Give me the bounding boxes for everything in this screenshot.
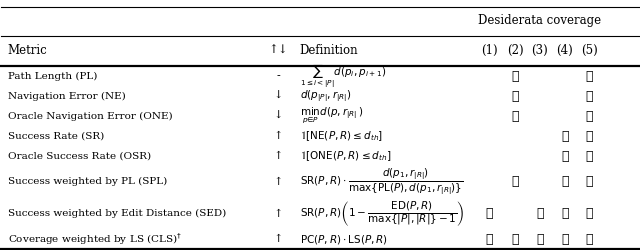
- Text: ✓: ✓: [586, 70, 593, 82]
- Text: ✓: ✓: [561, 207, 568, 220]
- Text: (2): (2): [507, 44, 524, 57]
- Text: (4): (4): [556, 44, 573, 57]
- Text: -: -: [276, 71, 280, 81]
- Text: Coverage weighted by LS (CLS)$^{\dagger}$: Coverage weighted by LS (CLS)$^{\dagger}…: [8, 232, 182, 248]
- Text: ✓: ✓: [561, 150, 568, 162]
- Text: Desiderata coverage: Desiderata coverage: [478, 14, 601, 28]
- Text: ✓: ✓: [536, 233, 543, 246]
- Text: Oracle Navigation Error (ONE): Oracle Navigation Error (ONE): [8, 112, 172, 120]
- Text: ✓: ✓: [561, 176, 568, 188]
- Text: ✓: ✓: [511, 176, 519, 188]
- Text: ✓: ✓: [486, 233, 493, 246]
- Text: ✓: ✓: [536, 207, 543, 220]
- Text: ✓: ✓: [586, 176, 593, 188]
- Text: ↑: ↑: [274, 208, 284, 218]
- Text: ✓: ✓: [586, 90, 593, 102]
- Text: ✓: ✓: [511, 90, 519, 102]
- Text: ↑: ↑: [274, 131, 284, 141]
- Text: $d(p_{|P|}, r_{|R|})$: $d(p_{|P|}, r_{|R|})$: [300, 88, 351, 104]
- Text: ✓: ✓: [586, 233, 593, 246]
- Text: Definition: Definition: [300, 44, 358, 57]
- Text: ↑: ↑: [274, 234, 284, 244]
- Text: (3): (3): [531, 44, 548, 57]
- Text: Path Length (PL): Path Length (PL): [8, 72, 97, 80]
- Text: ✓: ✓: [511, 233, 519, 246]
- Text: ✓: ✓: [511, 70, 519, 82]
- Text: Success weighted by Edit Distance (SED): Success weighted by Edit Distance (SED): [8, 209, 226, 218]
- Text: ✓: ✓: [511, 110, 519, 122]
- Text: $\min_{p \in P} d(p, r_{|R|})$: $\min_{p \in P} d(p, r_{|R|})$: [300, 106, 363, 126]
- Text: Success weighted by PL (SPL): Success weighted by PL (SPL): [8, 177, 167, 186]
- Text: (1): (1): [481, 44, 498, 57]
- Text: ✓: ✓: [586, 130, 593, 142]
- Text: (5): (5): [581, 44, 598, 57]
- Text: Navigation Error (NE): Navigation Error (NE): [8, 92, 125, 100]
- Text: ↑: ↑: [274, 177, 284, 187]
- Text: ✓: ✓: [586, 110, 593, 122]
- Text: ✓: ✓: [561, 233, 568, 246]
- Text: ✓: ✓: [586, 207, 593, 220]
- Text: Success Rate (SR): Success Rate (SR): [8, 132, 104, 140]
- Text: ✓: ✓: [561, 130, 568, 142]
- Text: $\mathrm{SR}(P,R)\left(1 - \dfrac{\mathrm{ED}(P,R)}{\max\{|P|, |R|\} - 1}\right): $\mathrm{SR}(P,R)\left(1 - \dfrac{\mathr…: [300, 199, 464, 228]
- Text: $\mathbb{1}[\mathrm{ONE}(P, R) \leq d_{th}]$: $\mathbb{1}[\mathrm{ONE}(P, R) \leq d_{t…: [300, 149, 391, 163]
- Text: $\mathbb{1}[\mathrm{NE}(P, R) \leq d_{th}]$: $\mathbb{1}[\mathrm{NE}(P, R) \leq d_{th…: [300, 129, 383, 143]
- Text: $\sum_{1 \leq i < |P|} d(p_i, p_{i+1})$: $\sum_{1 \leq i < |P|} d(p_i, p_{i+1})$: [300, 62, 386, 90]
- Text: Metric: Metric: [8, 44, 47, 57]
- Text: $\mathrm{PC}(P,R) \cdot \mathrm{LS}(P, R)$: $\mathrm{PC}(P,R) \cdot \mathrm{LS}(P, R…: [300, 233, 388, 246]
- Text: ✓: ✓: [586, 150, 593, 162]
- Text: Oracle Success Rate (OSR): Oracle Success Rate (OSR): [8, 152, 151, 160]
- Text: ↓: ↓: [274, 91, 284, 101]
- Text: $\mathrm{SR}(P,R) \cdot \dfrac{d(p_1, r_{|R|})}{\max\{\mathrm{PL}(P), d(p_1, r_{: $\mathrm{SR}(P,R) \cdot \dfrac{d(p_1, r_…: [300, 166, 463, 197]
- Text: ↓: ↓: [274, 111, 284, 121]
- Text: ↑: ↑: [274, 151, 284, 161]
- Text: ↑↓: ↑↓: [269, 44, 289, 57]
- Text: ✓: ✓: [486, 207, 493, 220]
